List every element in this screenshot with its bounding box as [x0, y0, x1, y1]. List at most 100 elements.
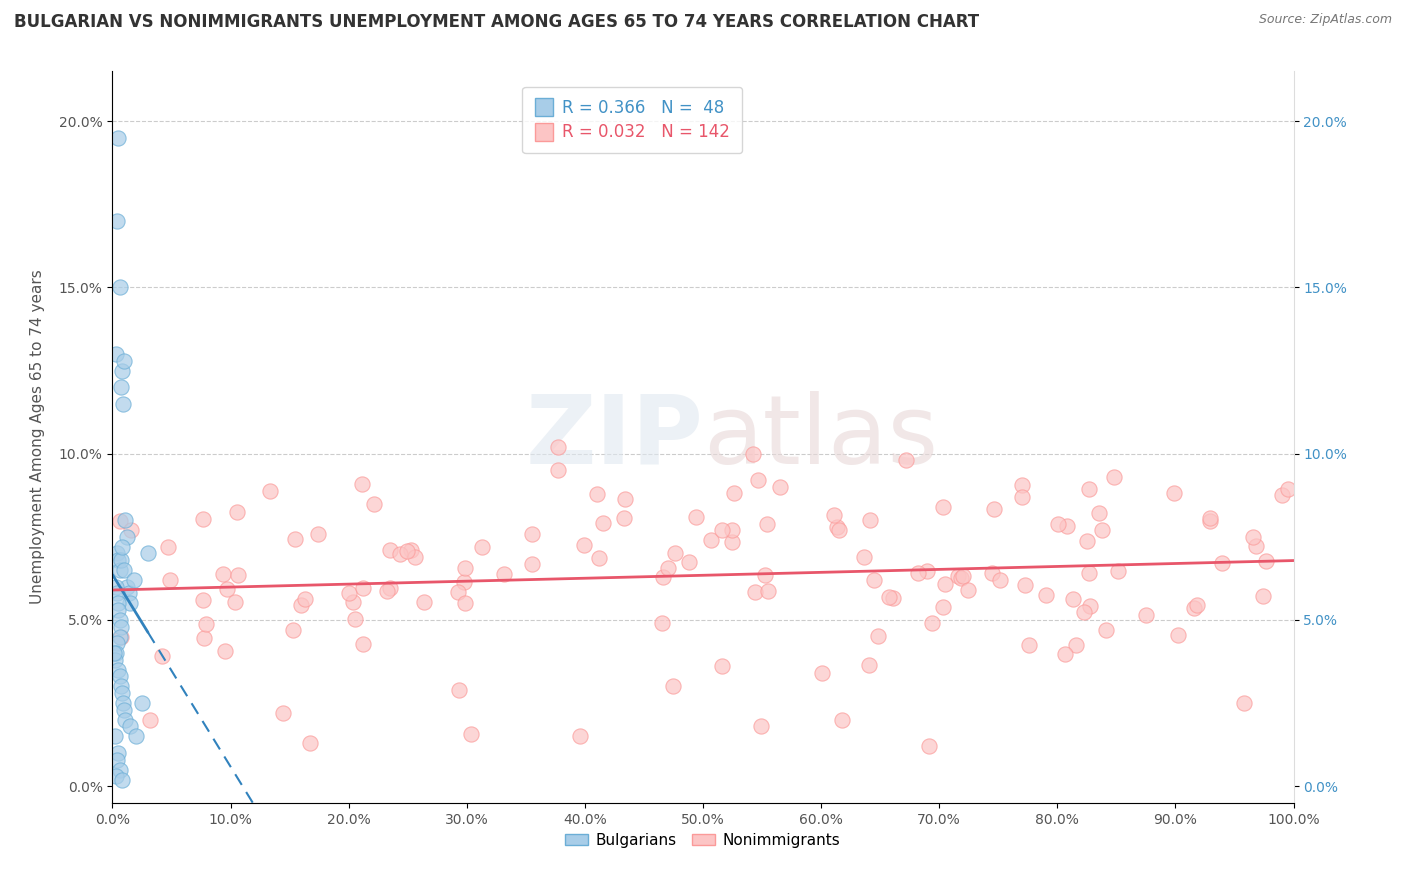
- Point: [1277, 483, 1299, 497]
- Point: [588, 551, 610, 566]
- Point: [1077, 566, 1099, 580]
- Point: [858, 657, 880, 672]
- Point: [568, 729, 591, 743]
- Point: [934, 577, 956, 591]
- Point: [112, 703, 135, 717]
- Point: [547, 463, 569, 477]
- Point: [378, 582, 401, 596]
- Point: [664, 546, 686, 560]
- Legend: Bulgarians, Nonimmigrants: Bulgarians, Nonimmigrants: [560, 827, 846, 854]
- Point: [921, 616, 943, 631]
- Point: [212, 566, 235, 581]
- Point: [1211, 557, 1233, 571]
- Point: [108, 613, 131, 627]
- Point: [110, 553, 132, 567]
- Point: [111, 772, 134, 787]
- Point: [915, 564, 938, 578]
- Point: [191, 512, 214, 526]
- Point: [112, 696, 135, 710]
- Point: [107, 596, 129, 610]
- Point: [114, 513, 136, 527]
- Point: [1251, 590, 1274, 604]
- Point: [112, 563, 135, 577]
- Point: [866, 629, 889, 643]
- Point: [520, 527, 543, 541]
- Point: [657, 561, 679, 575]
- Point: [823, 508, 845, 522]
- Point: [105, 753, 128, 767]
- Point: [389, 547, 412, 561]
- Point: [105, 580, 128, 594]
- Point: [460, 727, 482, 741]
- Point: [744, 584, 766, 599]
- Point: [811, 665, 834, 680]
- Point: [652, 570, 675, 584]
- Point: [952, 569, 974, 583]
- Point: [339, 585, 361, 599]
- Point: [120, 596, 142, 610]
- Y-axis label: Unemployment Among Ages 65 to 74 years: Unemployment Among Ages 65 to 74 years: [30, 269, 45, 605]
- Point: [447, 683, 470, 698]
- Point: [108, 763, 131, 777]
- Point: [1167, 627, 1189, 641]
- Point: [932, 599, 955, 614]
- Point: [110, 680, 132, 694]
- Point: [104, 653, 127, 667]
- Point: [114, 713, 136, 727]
- Point: [896, 453, 918, 467]
- Point: [138, 713, 160, 727]
- Point: [749, 719, 772, 733]
- Point: [1087, 506, 1109, 520]
- Point: [614, 492, 637, 507]
- Point: [1073, 605, 1095, 619]
- Point: [413, 595, 436, 609]
- Point: [877, 591, 900, 605]
- Point: [1241, 531, 1264, 545]
- Point: [107, 131, 129, 145]
- Point: [107, 746, 129, 760]
- Point: [105, 636, 128, 650]
- Point: [1185, 598, 1208, 612]
- Point: [110, 619, 132, 633]
- Point: [747, 473, 769, 487]
- Point: [471, 540, 494, 554]
- Point: [104, 729, 127, 743]
- Point: [1198, 514, 1220, 528]
- Point: [827, 519, 849, 533]
- Point: [1035, 588, 1057, 602]
- Point: [299, 736, 322, 750]
- Point: [754, 568, 776, 582]
- Point: [678, 555, 700, 569]
- Point: [988, 573, 1011, 587]
- Point: [108, 563, 131, 577]
- Point: [159, 573, 181, 587]
- Text: Source: ZipAtlas.com: Source: ZipAtlas.com: [1258, 13, 1392, 27]
- Point: [1078, 482, 1101, 496]
- Point: [917, 739, 939, 754]
- Point: [136, 546, 159, 560]
- Point: [395, 544, 418, 558]
- Point: [110, 630, 132, 644]
- Point: [107, 553, 129, 567]
- Point: [111, 363, 134, 377]
- Point: [453, 575, 475, 590]
- Text: BULGARIAN VS NONIMMIGRANTS UNEMPLOYMENT AMONG AGES 65 TO 74 YEARS CORRELATION CH: BULGARIAN VS NONIMMIGRANTS UNEMPLOYMENT …: [14, 13, 979, 31]
- Point: [1107, 564, 1129, 578]
- Point: [956, 582, 979, 597]
- Point: [105, 646, 128, 660]
- Point: [1062, 591, 1084, 606]
- Point: [120, 524, 142, 538]
- Point: [194, 616, 217, 631]
- Point: [105, 586, 128, 600]
- Point: [110, 515, 132, 529]
- Point: [721, 535, 744, 549]
- Point: [352, 477, 374, 491]
- Point: [1182, 601, 1205, 615]
- Point: [859, 513, 882, 527]
- Point: [981, 566, 1004, 581]
- Point: [108, 669, 131, 683]
- Point: [380, 542, 402, 557]
- Point: [105, 769, 128, 783]
- Point: [103, 646, 125, 660]
- Point: [1076, 533, 1098, 548]
